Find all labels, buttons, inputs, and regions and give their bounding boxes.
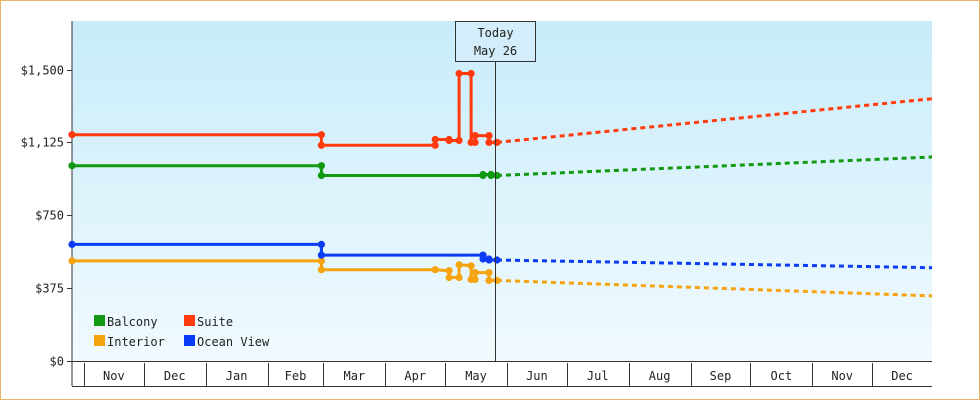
series-point: [68, 240, 76, 248]
series-point: [68, 162, 76, 170]
series-point: [467, 69, 475, 78]
series-point: [317, 131, 325, 139]
series-point: [317, 257, 325, 265]
series-point: [471, 132, 479, 140]
series-forecast-line: [496, 97, 933, 144]
y-tick-label: $1,500: [21, 64, 64, 78]
legend-swatch: [184, 335, 195, 346]
month-label: Jul: [587, 369, 609, 383]
legend-swatch: [94, 315, 105, 326]
legend-label: Suite: [197, 315, 233, 329]
y-tick-label: $750: [35, 209, 64, 223]
month-label: Sep: [710, 369, 732, 383]
y-tick-label: $0: [50, 355, 64, 369]
month-label: May: [465, 369, 487, 383]
month-label: Jan: [226, 369, 248, 383]
series-point: [493, 256, 501, 264]
series-point: [493, 138, 501, 146]
series-point: [317, 141, 325, 149]
today-label-box: [455, 21, 536, 62]
series-point: [479, 255, 487, 263]
series-point: [485, 138, 493, 146]
today-label-line2: May 26: [474, 44, 517, 58]
series-forecast-line: [496, 258, 933, 270]
series-line: [72, 72, 497, 147]
month-label: Apr: [404, 369, 426, 383]
series-point: [493, 171, 501, 180]
legend-swatch: [94, 335, 105, 346]
series-forecast-line: [496, 155, 933, 177]
legend-label: Ocean View: [197, 335, 270, 349]
month-label: Nov: [103, 369, 125, 383]
series-point: [487, 171, 495, 180]
series-point: [431, 141, 439, 149]
series-point: [455, 69, 463, 78]
series-point: [317, 171, 325, 180]
month-label: Jun: [526, 369, 548, 383]
series-point: [445, 136, 453, 145]
month-label: Nov: [831, 369, 853, 383]
month-label: Aug: [649, 369, 671, 383]
series-point: [485, 269, 493, 277]
series-point: [317, 162, 325, 170]
series-point: [317, 266, 325, 274]
series-point: [68, 257, 76, 265]
month-label: Dec: [164, 369, 186, 383]
series-point: [479, 170, 487, 179]
month-label: Feb: [285, 369, 307, 383]
series-point: [445, 273, 453, 282]
plot-area: [72, 21, 932, 361]
series-point: [485, 132, 493, 140]
y-tick-label: $1,125: [21, 136, 64, 150]
series-point: [485, 276, 493, 284]
series-point: [471, 275, 479, 283]
series-forecast-line: [496, 278, 933, 298]
month-label: Dec: [891, 369, 913, 383]
series-point: [493, 276, 501, 284]
legend-label: Interior: [107, 335, 165, 349]
y-tick-label: $375: [35, 282, 64, 296]
series-point: [68, 131, 76, 139]
month-label: Mar: [343, 369, 365, 383]
series-point: [455, 136, 463, 145]
legend-swatch: [184, 315, 195, 326]
legend-label: Balcony: [107, 315, 158, 329]
series-point: [485, 256, 493, 264]
series-point: [431, 135, 439, 144]
series-point: [471, 269, 479, 277]
series-point: [471, 138, 479, 146]
series-point: [431, 266, 439, 274]
series-point: [445, 267, 453, 275]
series-point: [317, 251, 325, 259]
series-point: [317, 240, 325, 248]
series-point: [467, 262, 475, 270]
today-label-line1: Today: [477, 26, 513, 40]
series-point: [455, 261, 463, 269]
month-label: Oct: [771, 369, 793, 383]
series-point: [455, 273, 463, 282]
